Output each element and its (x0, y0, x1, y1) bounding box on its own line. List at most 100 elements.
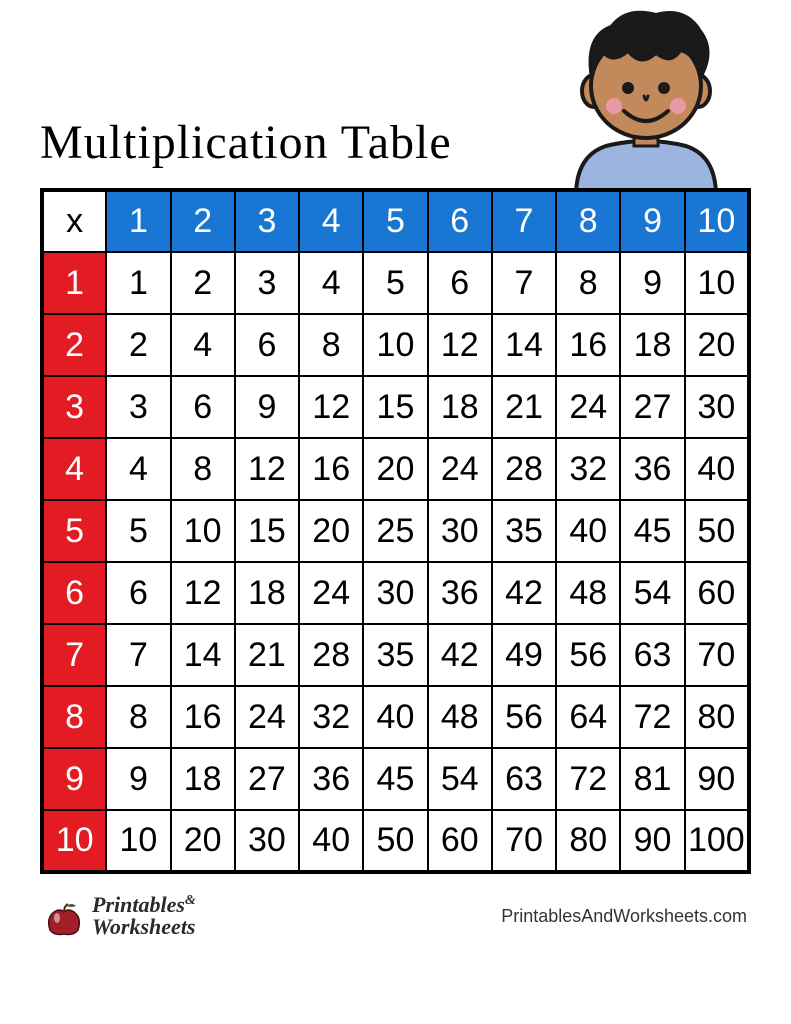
table-cell: 70 (492, 810, 556, 872)
child-illustration (536, 0, 756, 196)
table-cell: 4 (299, 252, 363, 314)
row-header: 6 (42, 562, 106, 624)
table-cell: 40 (363, 686, 427, 748)
row-header: 5 (42, 500, 106, 562)
table-row: 10102030405060708090100 (42, 810, 749, 872)
table-cell: 16 (171, 686, 235, 748)
table-cell: 45 (363, 748, 427, 810)
table-cell: 48 (428, 686, 492, 748)
table-cell: 90 (620, 810, 684, 872)
table-cell: 18 (620, 314, 684, 376)
table-row: 99182736455463728190 (42, 748, 749, 810)
table-cell: 80 (556, 810, 620, 872)
table-cell: 6 (428, 252, 492, 314)
table-cell: 72 (556, 748, 620, 810)
table-cell: 12 (428, 314, 492, 376)
table-cell: 2 (106, 314, 170, 376)
table-cell: 8 (106, 686, 170, 748)
table-cell: 70 (685, 624, 749, 686)
row-header: 4 (42, 438, 106, 500)
table-cell: 42 (428, 624, 492, 686)
table-cell: 63 (620, 624, 684, 686)
table-cell: 2 (171, 252, 235, 314)
table-cell: 15 (235, 500, 299, 562)
row-header: 9 (42, 748, 106, 810)
table-cell: 15 (363, 376, 427, 438)
table-cell: 3 (235, 252, 299, 314)
table-cell: 81 (620, 748, 684, 810)
col-header: 9 (620, 190, 684, 252)
row-header: 3 (42, 376, 106, 438)
table-cell: 32 (299, 686, 363, 748)
table-cell: 72 (620, 686, 684, 748)
table-cell: 25 (363, 500, 427, 562)
table-cell: 24 (428, 438, 492, 500)
table-cell: 21 (492, 376, 556, 438)
table-cell: 35 (363, 624, 427, 686)
table-cell: 54 (620, 562, 684, 624)
table-cell: 8 (299, 314, 363, 376)
table-cell: 30 (685, 376, 749, 438)
table-cell: 10 (685, 252, 749, 314)
table-cell: 8 (171, 438, 235, 500)
table-cell: 28 (299, 624, 363, 686)
table-cell: 5 (363, 252, 427, 314)
col-header: 2 (171, 190, 235, 252)
row-header: 7 (42, 624, 106, 686)
table-cell: 63 (492, 748, 556, 810)
table-cell: 32 (556, 438, 620, 500)
table-cell: 20 (363, 438, 427, 500)
table-cell: 14 (492, 314, 556, 376)
logo: Printables& Worksheets (44, 894, 196, 938)
table-cell: 14 (171, 624, 235, 686)
col-header: 5 (363, 190, 427, 252)
table-cell: 42 (492, 562, 556, 624)
table-cell: 100 (685, 810, 749, 872)
table-row: 22468101214161820 (42, 314, 749, 376)
table-row: 66121824303642485460 (42, 562, 749, 624)
table-cell: 60 (685, 562, 749, 624)
table-cell: 10 (171, 500, 235, 562)
table-cell: 90 (685, 748, 749, 810)
table-cell: 20 (171, 810, 235, 872)
table-cell: 40 (299, 810, 363, 872)
table-cell: 20 (299, 500, 363, 562)
table-cell: 8 (556, 252, 620, 314)
table-cell: 24 (235, 686, 299, 748)
table-row: 55101520253035404550 (42, 500, 749, 562)
row-header: 1 (42, 252, 106, 314)
table-cell: 35 (492, 500, 556, 562)
table-cell: 20 (685, 314, 749, 376)
table-cell: 50 (363, 810, 427, 872)
table-cell: 27 (620, 376, 684, 438)
table-cell: 10 (106, 810, 170, 872)
table-cell: 36 (620, 438, 684, 500)
table-cell: 64 (556, 686, 620, 748)
table-cell: 27 (235, 748, 299, 810)
table-cell: 18 (171, 748, 235, 810)
col-header: 8 (556, 190, 620, 252)
table-cell: 21 (235, 624, 299, 686)
table-cell: 80 (685, 686, 749, 748)
table-cell: 18 (428, 376, 492, 438)
table-row: 336912151821242730 (42, 376, 749, 438)
table-cell: 56 (556, 624, 620, 686)
table-row: 4481216202428323640 (42, 438, 749, 500)
corner-cell: x (42, 190, 106, 252)
table-row: 88162432404856647280 (42, 686, 749, 748)
table-cell: 40 (685, 438, 749, 500)
table-cell: 12 (171, 562, 235, 624)
table-cell: 36 (299, 748, 363, 810)
col-header: 1 (106, 190, 170, 252)
table-cell: 16 (299, 438, 363, 500)
table-row: 112345678910 (42, 252, 749, 314)
table-cell: 50 (685, 500, 749, 562)
col-header: 4 (299, 190, 363, 252)
table-cell: 1 (106, 252, 170, 314)
apple-icon (44, 896, 84, 936)
table-cell: 48 (556, 562, 620, 624)
table-cell: 6 (171, 376, 235, 438)
table-cell: 56 (492, 686, 556, 748)
table-cell: 12 (235, 438, 299, 500)
table-cell: 60 (428, 810, 492, 872)
